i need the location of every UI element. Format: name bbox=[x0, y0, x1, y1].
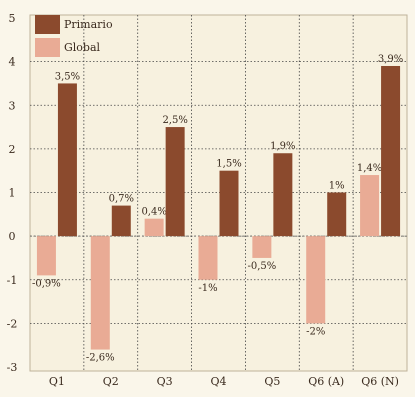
data-label: -0,9% bbox=[32, 278, 61, 289]
x-tick-label: Q3 bbox=[157, 375, 173, 388]
bar-global bbox=[36, 236, 56, 276]
data-label: -0,5% bbox=[247, 261, 276, 272]
bar-global bbox=[360, 175, 380, 237]
data-label: 0,7% bbox=[109, 194, 134, 205]
x-tick-label: Q6 (A) bbox=[308, 375, 344, 388]
bar-global bbox=[144, 218, 164, 237]
bar-primario bbox=[273, 153, 293, 237]
data-label: 1,4% bbox=[357, 163, 382, 174]
legend-label: Global bbox=[64, 41, 101, 54]
x-axis: Q1 Q2 Q3 Q4 Q5 Q6 (A) Q6 (N) bbox=[49, 375, 399, 388]
data-label: -2% bbox=[306, 326, 325, 337]
bar-global bbox=[198, 236, 218, 280]
x-tick-label: Q2 bbox=[103, 375, 119, 388]
bar-global bbox=[252, 236, 272, 258]
data-label: -2,6% bbox=[86, 353, 115, 364]
bar-primario bbox=[327, 192, 347, 237]
data-label: 1,9% bbox=[270, 141, 295, 152]
y-tick-label: 2 bbox=[9, 143, 16, 156]
bar-primario bbox=[381, 65, 401, 237]
y-tick-label: 0 bbox=[9, 230, 16, 243]
y-tick-label: -1 bbox=[7, 274, 18, 287]
data-label: 2,5% bbox=[162, 115, 187, 126]
plot-area bbox=[29, 14, 408, 372]
x-tick-label: Q5 bbox=[264, 375, 280, 388]
y-tick-label: -2 bbox=[7, 317, 18, 330]
x-tick-label: Q4 bbox=[210, 375, 226, 388]
data-label: 1% bbox=[329, 181, 345, 192]
bar-global bbox=[90, 236, 110, 350]
legend-swatch bbox=[35, 15, 60, 34]
data-label: 3,5% bbox=[55, 71, 80, 82]
data-label: 1,5% bbox=[216, 159, 241, 170]
legend-label: Primario bbox=[64, 18, 113, 31]
bar-primario bbox=[57, 83, 77, 237]
bar-primario bbox=[165, 127, 185, 237]
x-tick-label: Q1 bbox=[49, 375, 65, 388]
bar-primario bbox=[111, 205, 131, 237]
legend: Primario Global bbox=[35, 15, 113, 57]
y-tick-label: -3 bbox=[7, 361, 18, 374]
gridlines bbox=[30, 15, 407, 371]
y-axis: 5 4 3 2 1 0 -1 -2 -3 bbox=[7, 12, 18, 374]
x-tick-label: Q6 (N) bbox=[361, 375, 399, 388]
data-label: 0,4% bbox=[141, 207, 166, 218]
bar-primario bbox=[219, 170, 239, 237]
y-tick-label: 5 bbox=[9, 12, 16, 25]
bars: -0,9% 3,5% -2,6% 0,7% 0,4% 2,5% -1% 1,5% -0,5% 1,… bbox=[32, 54, 403, 364]
bar-global bbox=[306, 236, 326, 324]
y-tick-label: 1 bbox=[9, 187, 16, 200]
data-label: 3,9% bbox=[378, 54, 403, 65]
data-label: -1% bbox=[198, 283, 217, 294]
legend-swatch bbox=[35, 38, 60, 57]
y-tick-label: 4 bbox=[9, 56, 16, 69]
y-tick-label: 3 bbox=[9, 99, 16, 112]
